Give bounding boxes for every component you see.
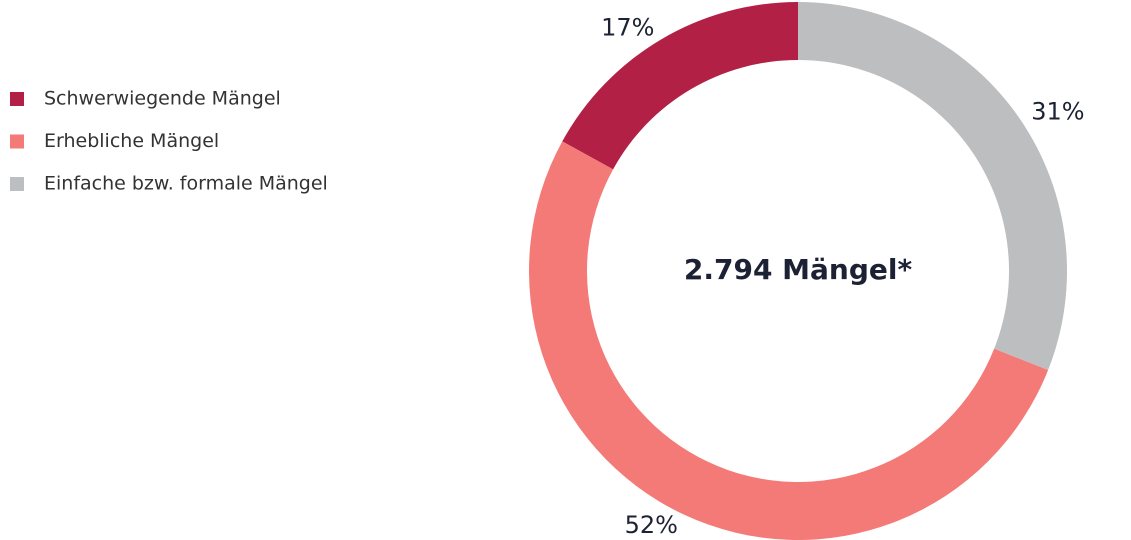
donut-segment — [529, 141, 1049, 540]
donut-segment — [798, 2, 1067, 371]
legend-swatch — [10, 177, 24, 191]
legend-swatch — [10, 134, 24, 149]
center-label: 2.794 Mängel* — [684, 253, 913, 286]
donut-segment — [562, 2, 798, 170]
legend-label: Erhebliche Mängel — [44, 130, 219, 152]
legend-swatch — [10, 92, 24, 106]
value-label: 31% — [1031, 97, 1084, 125]
value-label: 17% — [601, 13, 654, 41]
legend-label: Einfache bzw. formale Mängel — [44, 173, 328, 195]
legend-label: Schwerwiegende Mängel — [44, 88, 281, 110]
value-label: 52% — [625, 511, 678, 539]
